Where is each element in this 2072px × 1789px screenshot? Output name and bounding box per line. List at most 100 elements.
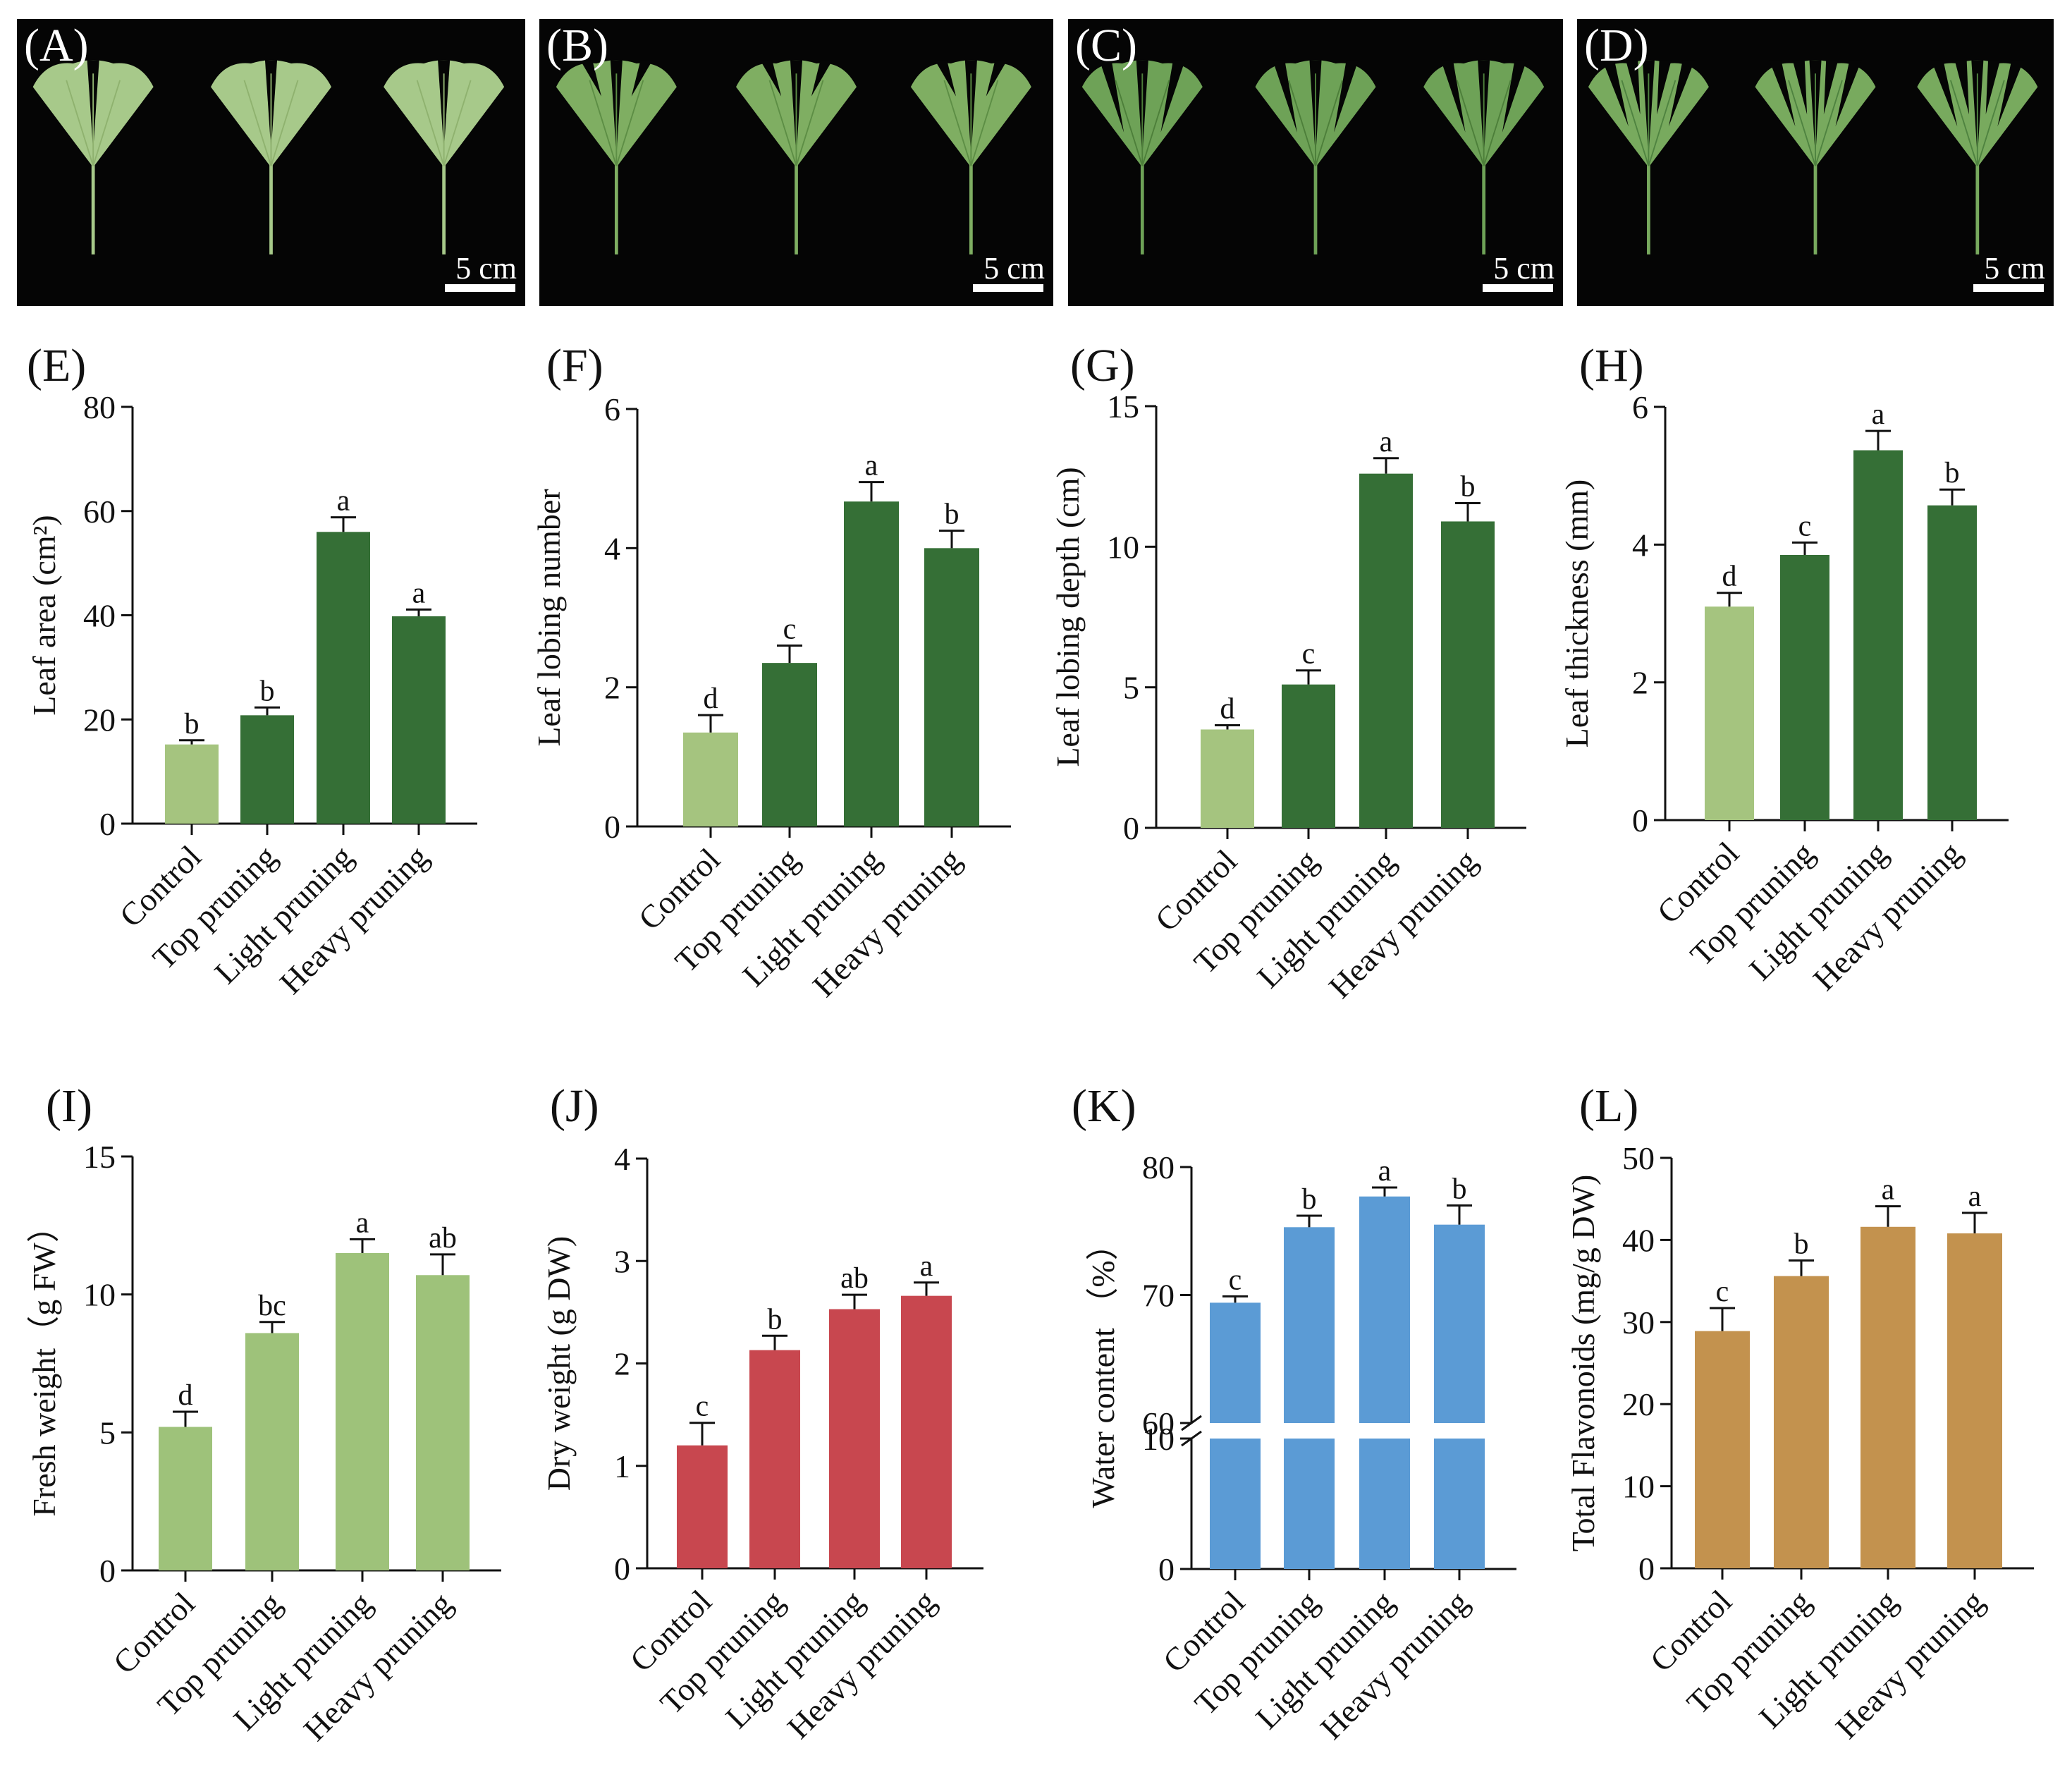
bar <box>336 1252 389 1570</box>
bar <box>165 744 219 824</box>
significance-letter: a <box>356 1207 369 1239</box>
y-tick-label: 6 <box>1632 389 1648 425</box>
bar <box>829 1309 880 1568</box>
ginkgo-leaf <box>1255 60 1376 255</box>
significance-letter: b <box>185 708 200 740</box>
y-tick-label: 30 <box>1622 1305 1655 1341</box>
y-tick-label: 10 <box>1622 1469 1655 1505</box>
x-category-label: Heavy pruning <box>1829 1583 1991 1745</box>
significance-letter: a <box>1378 1155 1392 1187</box>
ginkgo-leaf <box>910 60 1031 255</box>
chart-panel-letter: (H) <box>1579 340 1644 391</box>
ginkgo-leaf <box>1081 60 1203 255</box>
leaf-veins <box>1621 73 1676 166</box>
bar <box>1695 1331 1750 1568</box>
y-tick-label: 15 <box>83 1139 116 1175</box>
bar <box>901 1295 952 1568</box>
bar <box>159 1427 212 1570</box>
leaf-notch <box>1823 60 1839 115</box>
y-tick-label: 40 <box>83 598 116 634</box>
ginkgo-leaf <box>1917 60 2038 255</box>
leaf-notch <box>1792 60 1808 115</box>
leaf-photo-drawing <box>556 60 1031 255</box>
y-tick-label: 3 <box>614 1243 630 1279</box>
bar <box>1434 1224 1485 1569</box>
bar <box>762 663 817 826</box>
ginkgo-leaf <box>1588 60 1709 255</box>
leaf-photo-panel: (D) 5 cm <box>1577 19 2054 306</box>
leaf-notch <box>1657 60 1672 115</box>
y-tick-label: 0 <box>99 1553 116 1589</box>
leaf-notch <box>1626 60 1641 115</box>
leaf-veins <box>416 73 472 166</box>
scale-bar-label: 5 cm <box>455 251 517 286</box>
significance-letter: c <box>1229 1264 1242 1296</box>
leaf-photo-drawing <box>1081 60 1545 255</box>
bar-break-gap <box>1283 1423 1335 1439</box>
leaf-veins <box>768 73 824 166</box>
y-tick-label: 2 <box>1632 665 1648 701</box>
leaf-veins <box>943 73 999 166</box>
leaf-notch <box>1602 60 1629 127</box>
significance-letter: d <box>178 1379 193 1412</box>
y-tick-label: 0 <box>1638 1551 1655 1587</box>
chart-panel-letter: (G) <box>1070 340 1135 391</box>
bar-chart-panel: (L) 0 10 20 30 40 50 Total Flavonoids (mg/g DW)… <box>1565 1080 2034 1745</box>
leaf-photo-panel: (A) 5 cm <box>17 19 525 306</box>
chart-panel-letter: (J) <box>550 1080 599 1132</box>
bar <box>245 1333 299 1570</box>
bar <box>1705 606 1754 820</box>
y-tick-label: 70 <box>1142 1278 1175 1314</box>
significance-letter: ab <box>429 1222 457 1254</box>
significance-letter: a <box>865 450 878 482</box>
y-tick-label: 0 <box>604 809 620 845</box>
bar <box>1853 450 1903 820</box>
leaf-veins <box>1115 73 1170 166</box>
significance-letter: a <box>1872 398 1885 431</box>
leaf-notch <box>1985 60 2001 115</box>
bar <box>677 1445 728 1568</box>
y-tick-label: 4 <box>604 530 620 566</box>
y-tick-label: 6 <box>604 391 620 427</box>
ginkgo-leaf <box>1423 60 1545 255</box>
chart-panel-letter: (K) <box>1072 1080 1136 1132</box>
leaf-photo-panel: (B) 5 cm <box>539 19 1053 306</box>
bar <box>1780 554 1829 820</box>
y-tick-label: 0 <box>1123 810 1139 846</box>
leaf-veins <box>589 73 644 166</box>
significance-letter: ab <box>840 1262 869 1295</box>
leaf-veins <box>1456 73 1512 166</box>
y-axis-label: Dry weight (g DW) <box>541 1236 577 1491</box>
y-axis-label: Leaf thickness (mm) <box>1559 480 1595 748</box>
leaf-photo-panel: (C) 5 cm <box>1068 19 1563 306</box>
bar <box>392 616 446 824</box>
significance-letter: c <box>1716 1276 1729 1308</box>
y-tick-label: 0 <box>99 806 116 842</box>
bar <box>1359 473 1413 828</box>
y-tick-label: 20 <box>1622 1386 1655 1422</box>
photo-panel-letter: (A) <box>24 20 89 71</box>
leaf-veins <box>1788 73 1843 166</box>
y-tick-label: 10 <box>1107 529 1139 565</box>
bar <box>1282 684 1335 828</box>
leaf-veins <box>66 73 121 166</box>
y-axis-label: Leaf lobing number <box>531 489 567 746</box>
y-tick-label: 1 <box>614 1448 630 1484</box>
scale-bar-label: 5 cm <box>1984 251 2045 286</box>
leaf-notch <box>1334 60 1359 133</box>
significance-letter: bc <box>258 1290 286 1322</box>
bar <box>240 715 294 824</box>
bar <box>317 532 370 824</box>
scale-bar <box>445 284 515 292</box>
y-tick-label: 20 <box>83 702 116 738</box>
y-tick-label: 0 <box>1158 1551 1175 1587</box>
scale-bar <box>1483 284 1553 292</box>
y-tick-label: 60 <box>1142 1405 1175 1441</box>
scale-bar <box>973 284 1043 292</box>
scale-bar-label: 5 cm <box>983 251 1045 286</box>
significance-letter: d <box>1722 561 1737 593</box>
